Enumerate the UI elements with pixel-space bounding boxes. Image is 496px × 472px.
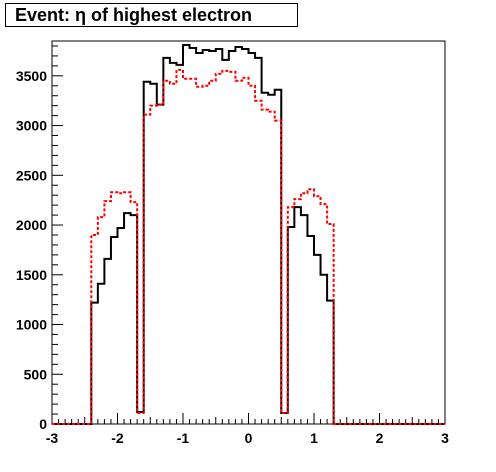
- y-tick-label: 2000: [16, 217, 47, 233]
- x-tick-label: -2: [111, 430, 124, 446]
- y-tick-label: 1500: [16, 267, 47, 283]
- y-tick-label: 3500: [16, 68, 47, 84]
- y-tick-label: 2500: [16, 167, 47, 183]
- y-tick-label: 0: [39, 416, 47, 432]
- x-tick-label: 2: [376, 430, 384, 446]
- x-tick-label: -3: [46, 430, 59, 446]
- y-tick-label: 3000: [16, 118, 47, 134]
- x-tick-label: 3: [441, 430, 449, 446]
- y-tick-label: 500: [24, 366, 48, 382]
- x-tick-label: 1: [310, 430, 318, 446]
- x-tick-label: 0: [245, 430, 253, 446]
- x-tick-label: -1: [177, 430, 190, 446]
- y-tick-label: 1000: [16, 317, 47, 333]
- series-solid-black: [52, 43, 445, 425]
- series-dashed-red: [52, 68, 445, 425]
- plot-frame: [51, 40, 446, 425]
- chart-title: Event: η of highest electron: [5, 3, 298, 27]
